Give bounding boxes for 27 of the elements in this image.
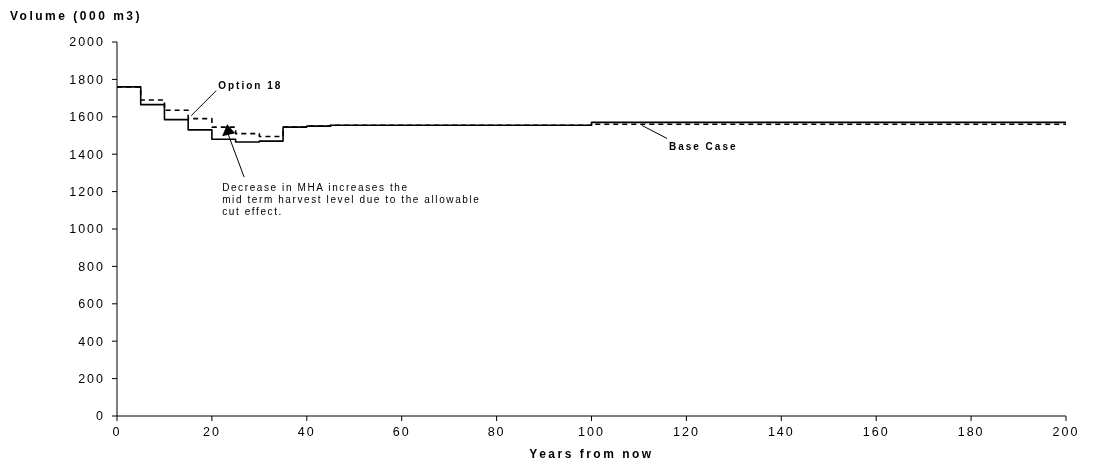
y-tick-label: 1800 bbox=[69, 72, 105, 87]
series-label: Base Case bbox=[668, 141, 738, 153]
x-axis-title: Years from now bbox=[529, 447, 654, 461]
x-tick-label: 200 bbox=[1052, 425, 1080, 439]
x-tick-label: 0 bbox=[112, 425, 122, 439]
y-tick-label: 2000 bbox=[69, 35, 105, 50]
y-tick-label: 0 bbox=[96, 409, 105, 424]
x-tick-label: 20 bbox=[202, 425, 221, 439]
y-tick-label: 400 bbox=[78, 334, 105, 349]
x-tick-label: 80 bbox=[487, 425, 506, 439]
x-tick-label: 100 bbox=[578, 425, 605, 439]
x-tick-label: 40 bbox=[297, 425, 316, 439]
x-tick-label: 180 bbox=[957, 425, 985, 439]
y-tick-label: 200 bbox=[78, 371, 105, 386]
x-tick-label: 120 bbox=[672, 425, 700, 439]
y-tick-label: 800 bbox=[78, 259, 105, 274]
annotation: Decrease in MHA increases the mid term harvest level due to the allowable cut effect. bbox=[222, 182, 481, 218]
y-tick-label: 1200 bbox=[69, 184, 105, 199]
x-tick-label: 140 bbox=[767, 425, 795, 439]
x-tick-label: 60 bbox=[392, 425, 411, 439]
y-tick-label: 1400 bbox=[69, 147, 105, 162]
x-tick-label: 160 bbox=[862, 425, 890, 439]
y-tick-label: 600 bbox=[78, 297, 105, 312]
text: Option 18 bbox=[218, 79, 283, 91]
y-axis-title: Volume (000 m3) bbox=[10, 9, 142, 23]
y-tick-label: 1600 bbox=[69, 110, 105, 125]
y-tick-label: 1000 bbox=[69, 222, 105, 237]
